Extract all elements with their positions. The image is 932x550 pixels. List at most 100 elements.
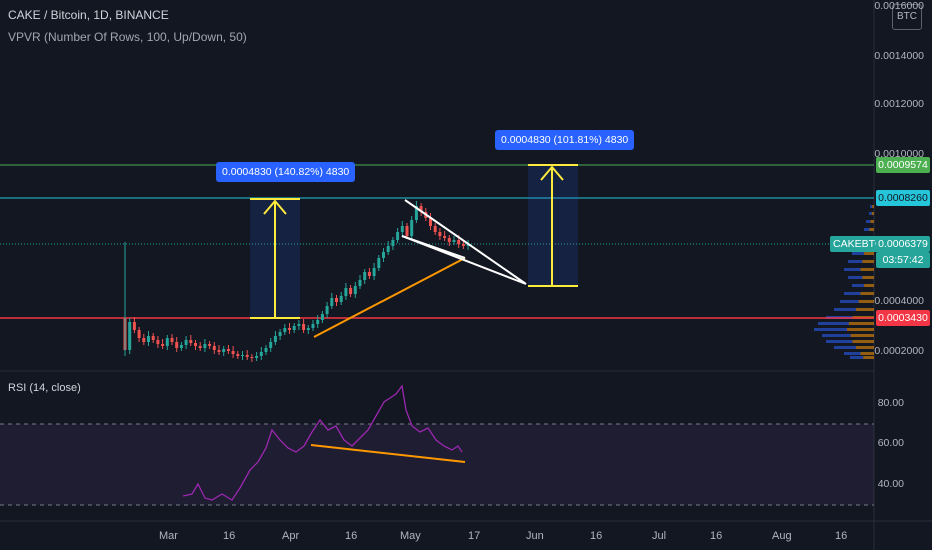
candle-body: [132, 322, 136, 330]
price-tag-green: 0.0009574: [876, 157, 930, 173]
rsi-divergence-line[interactable]: [310, 444, 466, 463]
candle-body: [161, 344, 165, 346]
candle-body: [255, 356, 259, 358]
candle-body: [339, 296, 343, 302]
rsi-indicator-label[interactable]: RSI (14, close): [8, 382, 81, 394]
volume-profile-row-up: [834, 346, 856, 349]
candle-body: [400, 226, 404, 232]
candle-body: [226, 349, 230, 351]
candle-body: [443, 236, 447, 238]
volume-profile-row-up: [814, 328, 847, 331]
time-axis-label: Mar: [159, 530, 178, 542]
volume-profile-row-up: [864, 228, 870, 231]
candle-body: [414, 206, 418, 220]
rsi-axis-label: 40.00: [877, 478, 904, 490]
arrow-left[interactable]: [250, 198, 300, 319]
volume-profile-row-up: [850, 356, 864, 359]
volume-profile-row-down: [850, 334, 874, 337]
candle-body: [325, 306, 329, 314]
arrow-right[interactable]: [528, 164, 578, 287]
candle-body: [170, 338, 174, 342]
candle-body: [273, 336, 277, 342]
falling-wedge-drawing[interactable]: [401, 199, 527, 285]
candle-body: [151, 336, 155, 340]
candle-body: [288, 328, 291, 330]
candle-body: [179, 345, 183, 348]
candle-body: [283, 328, 287, 332]
candle-body: [264, 348, 268, 352]
candle-body: [297, 324, 301, 326]
candle-body: [358, 280, 362, 286]
candle-body: [447, 238, 451, 242]
candle-body: [377, 258, 381, 268]
time-axis-label: 16: [835, 530, 848, 542]
time-axis-label: Apr: [282, 530, 300, 542]
candle-body: [292, 326, 296, 330]
candle-body: [198, 346, 202, 348]
candle-body: [194, 343, 197, 346]
currency-badge[interactable]: BTC: [892, 4, 922, 30]
candle-body: [269, 342, 273, 348]
time-axis-label: 16: [223, 530, 236, 542]
measure-label-left[interactable]: 0.0004830 (140.82%) 4830: [216, 162, 356, 182]
rsi-axis-label: 80.00: [877, 397, 904, 409]
candle-body: [419, 206, 423, 212]
volume-profile-row-up: [866, 220, 871, 223]
price-axis-label: 0.0016000: [874, 0, 924, 12]
volume-profile-row-down: [848, 322, 874, 325]
time-axis-label: 16: [590, 530, 603, 542]
chart-title[interactable]: CAKE / Bitcoin, 1D, BINANCE: [8, 8, 169, 22]
candle-body: [457, 240, 461, 244]
candle-body: [311, 324, 315, 328]
candle-body: [363, 272, 367, 280]
volume-profile-row-up: [852, 284, 865, 287]
volume-profile-row-down: [870, 220, 874, 223]
volume-profile-row-down: [852, 340, 874, 343]
candle-body: [250, 357, 254, 358]
candle-body: [302, 324, 306, 330]
time-axis-label: Jun: [526, 530, 544, 542]
candle-body: [212, 346, 216, 350]
vpvr-indicator-label[interactable]: VPVR (Number Of Rows, 100, Up/Down, 50): [8, 30, 247, 44]
current-price-tag: 0.0006379: [876, 236, 930, 252]
candle-body: [452, 240, 456, 242]
volume-profile-row-up: [822, 334, 851, 337]
wedge-lower-line[interactable]: [401, 235, 466, 259]
rsi-band: [0, 424, 874, 505]
candle-body: [410, 220, 414, 236]
volume-profile-row-up: [869, 212, 872, 215]
time-axis-label: 17: [468, 530, 481, 542]
price-axis-label: 0.0004000: [874, 295, 924, 307]
trendline-rising-support[interactable]: [313, 257, 466, 338]
volume-profile-row-up: [844, 352, 861, 355]
volume-profile-row-down: [856, 308, 874, 311]
candle-body: [184, 340, 188, 345]
candle-body: [391, 240, 395, 246]
candle-body: [316, 320, 320, 324]
candle-body: [372, 268, 376, 276]
candle-body: [203, 344, 207, 348]
candlestick-series: [123, 201, 470, 362]
price-axis-label: 0.0002000: [874, 345, 924, 357]
volume-profile-row-up: [852, 252, 865, 255]
candle-body: [330, 298, 334, 306]
candle-body: [306, 328, 310, 330]
candle-body: [231, 351, 235, 354]
measure-label-right[interactable]: 0.0004830 (101.81%) 4830: [495, 130, 635, 150]
candle-body: [208, 344, 212, 346]
time-axis-label: Jul: [652, 530, 667, 542]
candle-body: [429, 218, 432, 226]
candle-body: [189, 340, 193, 343]
candle-body: [175, 342, 179, 348]
candle-body: [438, 232, 442, 236]
price-axis-label: 0.0012000: [874, 98, 924, 110]
rsi-axis-label: 60.00: [877, 437, 904, 449]
volume-profile-row-down: [869, 228, 874, 231]
volume-profile-row-down: [862, 276, 874, 279]
volume-profile-row-up: [834, 308, 856, 311]
candle-body: [222, 349, 226, 352]
volume-profile-row-down: [864, 284, 874, 287]
time-axis-label: Aug: [772, 530, 792, 542]
candle-body: [382, 252, 385, 258]
